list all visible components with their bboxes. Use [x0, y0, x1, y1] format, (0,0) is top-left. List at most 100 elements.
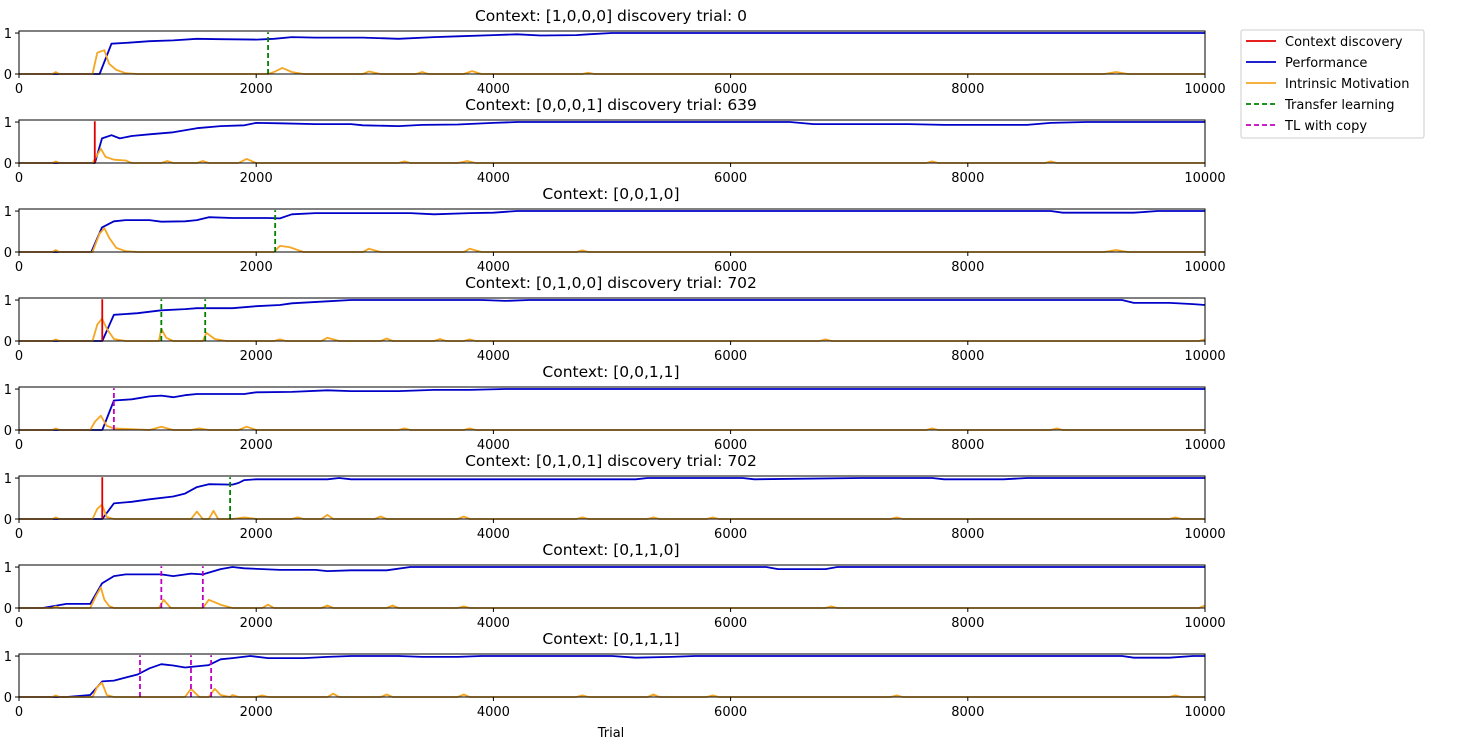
y-tick-label: 0: [4, 513, 12, 528]
subplot-1: Context: [1,0,0,0] discovery trial: 0 0 20…: [4, 7, 1226, 97]
x-tick-label: 4000: [477, 438, 510, 453]
subplot-6: Context: [0,1,0,1] discovery trial: 702 0…: [4, 452, 1226, 542]
subplot-title: Context: [0,0,1,1]: [542, 363, 679, 381]
intrinsic-motivation-line: [19, 317, 1206, 342]
legend: Context discovery Performance Intrinsic Mo…: [1240, 29, 1425, 139]
x-tick-label: 0: [15, 82, 23, 97]
y-tick-label: 0: [4, 691, 12, 706]
subplots: Context: [1,0,0,0] discovery trial: 0 0 20…: [4, 7, 1226, 720]
y-tick-label: 1: [4, 472, 12, 487]
x-tick-label: 6000: [714, 527, 747, 542]
x-tick-label: 6000: [714, 171, 747, 186]
intrinsic-motivation-line: [19, 147, 1205, 164]
y-tick-label: 0: [4, 335, 12, 350]
performance-line: [19, 210, 1205, 253]
subplot-8: Context: [0,1,1,1] 0 2000 4000 6000 8000 10000…: [4, 630, 1226, 720]
performance-line: [19, 121, 1205, 164]
intrinsic-motivation-line: [19, 681, 1205, 698]
x-tick-label: 4000: [477, 616, 510, 631]
y-tick-label: 0: [4, 246, 12, 261]
legend-label: Intrinsic Motivation: [1285, 77, 1409, 92]
performance-line: [19, 32, 1205, 75]
x-tick-label: 8000: [951, 349, 984, 364]
x-tick-label: 10000: [1184, 527, 1225, 542]
axes-frame: [18, 386, 1206, 431]
axes-frame: [18, 297, 1206, 342]
x-tick-label: 10000: [1184, 260, 1225, 275]
performance-line: [19, 299, 1206, 342]
y-tick-label: 1: [4, 383, 12, 398]
subplot-title: Context: [0,1,0,1] discovery trial: 702: [465, 452, 757, 470]
y-tick-label: 1: [4, 561, 12, 576]
intrinsic-motivation-line: [19, 227, 1205, 253]
x-tick-label: 2000: [240, 171, 273, 186]
subplot-3: Context: [0,0,1,0] 0 2000 4000 6000 8000 10000…: [4, 185, 1226, 275]
x-tick-label: 2000: [240, 349, 273, 364]
legend-label: Transfer learning: [1284, 98, 1394, 113]
subplot-title: Context: [0,1,1,1]: [542, 630, 679, 648]
x-tick-label: 0: [15, 260, 23, 275]
x-tick-label: 2000: [240, 82, 273, 97]
x-tick-label: 4000: [477, 705, 510, 720]
x-tick-label: 6000: [714, 260, 747, 275]
x-tick-label: 0: [15, 349, 23, 364]
axes-frame: [18, 30, 1206, 75]
subplot-4: Context: [0,1,0,0] discovery trial: 702 0…: [4, 274, 1226, 364]
x-tick-label: 6000: [714, 349, 747, 364]
x-tick-label: 10000: [1184, 171, 1225, 186]
axes-frame: [18, 208, 1206, 253]
performance-line: [19, 477, 1205, 520]
y-tick-label: 1: [4, 27, 12, 42]
subplot-title: Context: [1,0,0,0] discovery trial: 0: [475, 7, 747, 25]
y-tick-label: 1: [4, 205, 12, 220]
axes-frame: [18, 653, 1206, 698]
legend-frame: [1240, 29, 1425, 139]
x-tick-label: 4000: [477, 349, 510, 364]
x-tick-label: 2000: [240, 616, 273, 631]
x-tick-label: 10000: [1184, 616, 1225, 631]
axes-frame: [18, 475, 1206, 520]
x-tick-label: 10000: [1184, 82, 1225, 97]
y-tick-label: 0: [4, 68, 12, 83]
y-tick-label: 1: [4, 116, 12, 131]
x-tick-label: 2000: [240, 438, 273, 453]
intrinsic-motivation-line: [19, 49, 1205, 75]
x-tick-label: 0: [15, 527, 23, 542]
x-tick-label: 8000: [951, 171, 984, 186]
x-tick-label: 8000: [951, 705, 984, 720]
x-axis-label: Trial: [597, 726, 625, 741]
x-tick-label: 2000: [240, 705, 273, 720]
intrinsic-motivation-line: [19, 503, 1205, 520]
subplot-2: Context: [0,0,0,1] discovery trial: 639 0…: [4, 96, 1226, 186]
subplot-title: Context: [0,0,0,1] discovery trial: 639: [465, 96, 757, 114]
intrinsic-motivation-line: [19, 414, 1205, 431]
y-tick-label: 1: [4, 650, 12, 665]
x-tick-label: 4000: [477, 171, 510, 186]
x-tick-label: 4000: [477, 82, 510, 97]
intrinsic-motivation-line: [19, 586, 1206, 609]
x-tick-label: 0: [15, 171, 23, 186]
x-tick-label: 8000: [951, 527, 984, 542]
x-tick-label: 6000: [714, 705, 747, 720]
x-tick-label: 4000: [477, 260, 510, 275]
x-tick-label: 0: [15, 616, 23, 631]
performance-line: [19, 388, 1205, 431]
subplot-7: Context: [0,1,1,0] 0 2000 4000 6000 8000 10000…: [4, 541, 1226, 631]
x-tick-label: 6000: [714, 616, 747, 631]
subplot-5: Context: [0,0,1,1] 0 2000 4000 6000 8000 10000…: [4, 363, 1226, 453]
x-tick-label: 6000: [714, 82, 747, 97]
subplot-title: Context: [0,1,1,0]: [542, 541, 679, 559]
performance-line: [19, 655, 1205, 698]
x-tick-label: 8000: [951, 260, 984, 275]
axes-frame: [18, 119, 1206, 164]
axes-frame: [18, 564, 1206, 609]
legend-label: Performance: [1285, 56, 1367, 71]
x-tick-label: 6000: [714, 438, 747, 453]
performance-line: [19, 566, 1205, 609]
legend-label: TL with copy: [1284, 119, 1367, 134]
x-tick-label: 2000: [240, 260, 273, 275]
y-tick-label: 0: [4, 424, 12, 439]
x-tick-label: 10000: [1184, 349, 1225, 364]
subplot-title: Context: [0,1,0,0] discovery trial: 702: [465, 274, 757, 292]
